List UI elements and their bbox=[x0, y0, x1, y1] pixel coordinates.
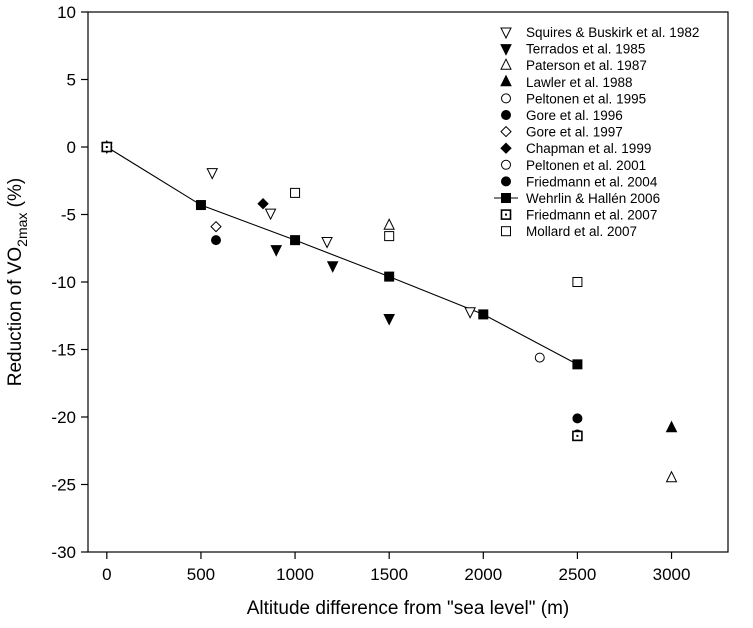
data-point bbox=[572, 430, 583, 442]
data-point bbox=[210, 220, 222, 233]
legend-label: Friedmann et al. 2007 bbox=[526, 208, 657, 223]
legend-label: Squires & Buskirk et al. 1982 bbox=[526, 25, 699, 40]
legend-item: Peltonen et al. 1995 bbox=[501, 91, 646, 106]
legend-label: Mollard et al. 2007 bbox=[526, 224, 637, 239]
legend-label: Chapman et al. 1999 bbox=[526, 141, 651, 156]
y-tick-label: -25 bbox=[51, 476, 76, 495]
data-point bbox=[464, 307, 476, 319]
x-tick-label: 0 bbox=[102, 565, 111, 584]
x-tick-label: 1000 bbox=[276, 565, 314, 584]
legend-item: Chapman et al. 1999 bbox=[500, 141, 651, 156]
legend-item: Lawler et al. 1988 bbox=[500, 74, 633, 90]
legend-item: Mollard et al. 2007 bbox=[501, 224, 637, 239]
legend-label: Paterson et al. 1987 bbox=[526, 58, 647, 73]
legend-marker bbox=[501, 176, 511, 187]
y-axis: 10 5 0 -5 -10 -15 -20 -25 -30 bbox=[51, 3, 88, 562]
legend-label: Peltonen et al. 2001 bbox=[526, 158, 646, 173]
legend-item: Terrados et al. 1985 bbox=[500, 42, 645, 57]
x-tick-label: 2000 bbox=[464, 565, 502, 584]
x-tick-label: 500 bbox=[187, 565, 215, 584]
legend-label: Friedmann et al. 2004 bbox=[526, 174, 658, 189]
x-axis-label: Altitude difference from "sea level" (m) bbox=[247, 598, 570, 619]
y-tick-label: 10 bbox=[57, 3, 76, 22]
legend-item: Squires & Buskirk et al. 1982 bbox=[500, 25, 699, 40]
data-point bbox=[572, 359, 583, 370]
y-axis-label-subscript: 2max bbox=[14, 213, 30, 247]
data-point bbox=[384, 231, 395, 242]
data-point bbox=[383, 313, 395, 326]
legend-item: Gore et al. 1996 bbox=[501, 108, 623, 123]
y-tick-label: 0 bbox=[67, 138, 76, 157]
data-point bbox=[290, 235, 301, 246]
data-point bbox=[384, 271, 395, 282]
legend-marker bbox=[501, 159, 511, 170]
data-point bbox=[206, 168, 219, 180]
y-tick-label: -20 bbox=[51, 408, 76, 427]
legend-item: Paterson et al. 1987 bbox=[500, 58, 647, 73]
data-point bbox=[101, 141, 113, 153]
data-point bbox=[665, 470, 678, 483]
legend-item: Gore et al. 1997 bbox=[500, 125, 623, 140]
legend-marker bbox=[500, 44, 512, 56]
wehrlin-hallen-line bbox=[106, 146, 578, 365]
legend-marker bbox=[500, 209, 512, 220]
data-point bbox=[290, 187, 301, 198]
legend-label: Lawler et al. 1988 bbox=[526, 75, 633, 90]
series-line bbox=[106, 146, 578, 365]
data-point bbox=[572, 277, 583, 287]
y-tick-label: 5 bbox=[67, 71, 76, 90]
x-tick-label: 2500 bbox=[558, 565, 596, 584]
legend-marker bbox=[501, 226, 511, 237]
y-tick-label: -5 bbox=[61, 206, 76, 225]
data-point bbox=[665, 420, 678, 433]
y-axis-label: Reduction of VO2max (%) bbox=[5, 178, 30, 386]
y-tick-label: -10 bbox=[51, 273, 76, 292]
data-point bbox=[383, 218, 395, 230]
data-markers bbox=[101, 139, 678, 483]
legend-marker bbox=[500, 142, 512, 154]
y-axis-label-part-1: Reduction of VO bbox=[5, 247, 26, 386]
legend-label: Peltonen et al. 1995 bbox=[526, 91, 646, 106]
data-point bbox=[534, 352, 545, 363]
data-point bbox=[270, 245, 283, 257]
legend-label: Wehrlin & Hallén 2006 bbox=[526, 191, 660, 206]
data-point bbox=[211, 235, 221, 246]
y-tick-label: -15 bbox=[51, 341, 76, 360]
legend-marker bbox=[501, 193, 511, 203]
legend-marker bbox=[500, 58, 512, 70]
legend-item: Friedmann et al. 2004 bbox=[501, 174, 658, 189]
y-tick-label: -30 bbox=[51, 543, 76, 562]
data-point bbox=[572, 413, 583, 424]
data-point bbox=[195, 200, 206, 211]
data-point bbox=[264, 208, 277, 221]
legend-item: Wehrlin & Hallén 2006 bbox=[494, 191, 660, 206]
data-point bbox=[326, 261, 339, 273]
legend-item: Peltonen et al. 2001 bbox=[501, 158, 646, 173]
legend-label: Gore et al. 1996 bbox=[526, 108, 623, 123]
y-axis-label-part-3: (%) bbox=[5, 178, 26, 213]
legend-label: Gore et al. 1997 bbox=[526, 125, 623, 140]
legend-item: Friedmann et al. 2007 bbox=[500, 208, 657, 223]
legend-marker bbox=[501, 110, 511, 120]
data-point bbox=[478, 309, 489, 320]
legend-marker bbox=[500, 125, 512, 138]
data-point bbox=[257, 197, 269, 210]
x-tick-label: 3000 bbox=[653, 565, 691, 584]
legend-marker bbox=[501, 93, 511, 104]
legend: Squires & Buskirk et al. 1982 Terrados et… bbox=[494, 25, 699, 239]
x-tick-label: 1500 bbox=[370, 565, 408, 584]
legend-marker bbox=[500, 27, 512, 40]
legend-marker bbox=[500, 74, 512, 87]
data-point bbox=[321, 237, 333, 249]
legend-label: Terrados et al. 1985 bbox=[526, 42, 645, 57]
x-axis: 0 500 1000 1500 2000 2500 3000 bbox=[102, 552, 690, 584]
